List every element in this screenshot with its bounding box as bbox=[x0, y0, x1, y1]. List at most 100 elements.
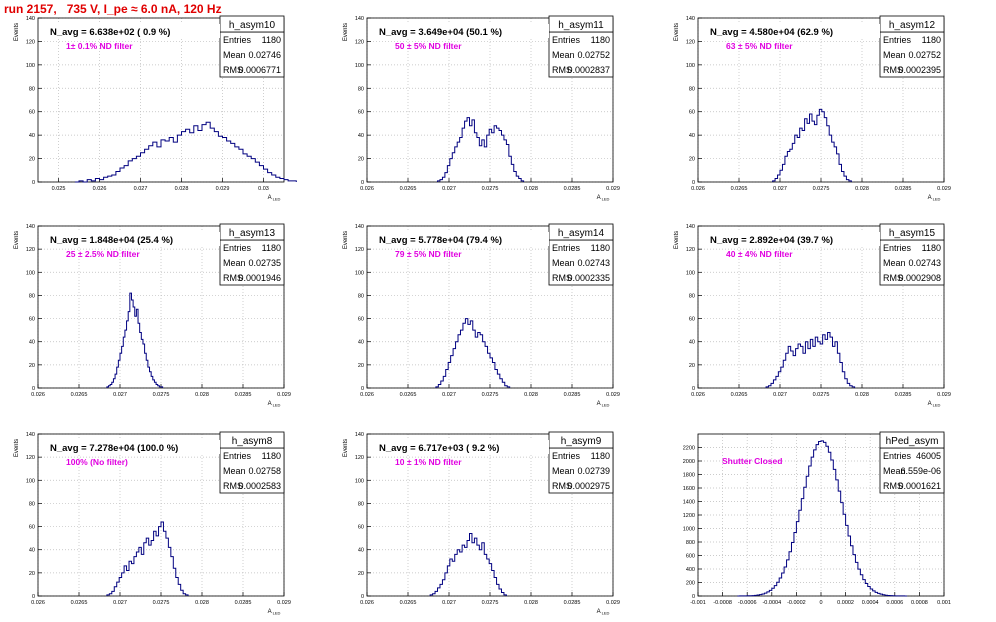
x-tick-label: 0.029 bbox=[937, 392, 951, 398]
y-tick-label: 140 bbox=[355, 432, 364, 438]
histogram-name: h_asym8 bbox=[232, 436, 273, 447]
x-tick-label: 0.0006 bbox=[886, 600, 903, 606]
x-tick-label: 0.029 bbox=[937, 186, 951, 192]
x-tick-label: 0.0285 bbox=[564, 392, 581, 398]
y-tick-label: 0 bbox=[692, 386, 695, 392]
histogram-name: h_asym11 bbox=[558, 20, 604, 31]
navg-box bbox=[375, 440, 549, 454]
histogram-name: h_asym10 bbox=[229, 20, 276, 31]
navg-label: N_avg = 2.892e+04 (39.7 %) bbox=[710, 235, 833, 246]
x-tick-label: 0.027 bbox=[773, 186, 787, 192]
histogram-line bbox=[437, 117, 525, 182]
x-tick-label: 0.0265 bbox=[400, 600, 417, 606]
x-tick-label: 0.0275 bbox=[482, 600, 499, 606]
histogram-line bbox=[106, 292, 164, 388]
stats-label: Entries bbox=[883, 35, 912, 45]
x-tick-label: 0.0004 bbox=[862, 600, 879, 606]
stats-value: 0.0002975 bbox=[567, 481, 610, 491]
y-tick-label: 600 bbox=[686, 554, 695, 560]
stats-value: 0.0002335 bbox=[567, 273, 610, 283]
x-tick-label: 0.027 bbox=[113, 600, 127, 606]
navg-box bbox=[375, 24, 549, 38]
x-tick-label: 0.026 bbox=[360, 600, 374, 606]
stats-label: Entries bbox=[883, 451, 912, 461]
x-tick-label: 0.028 bbox=[195, 392, 209, 398]
histogram-name: h_asym15 bbox=[889, 228, 936, 239]
filter-note: 100% (No filter) bbox=[66, 457, 128, 467]
histogram-h_asym11: 0.026 0.0265 0.027 0.0275 0.028 0.0285 0.029 0 2… bbox=[343, 15, 620, 202]
x-tick-label: 0.028 bbox=[524, 186, 538, 192]
y-tick-label: 100 bbox=[355, 270, 364, 276]
y-tick-label: 140 bbox=[686, 224, 695, 230]
y-tick-label: 1000 bbox=[683, 527, 695, 533]
x-tick-label: 0.028 bbox=[524, 392, 538, 398]
y-tick-label: 120 bbox=[26, 455, 35, 461]
stats-label: RMS bbox=[883, 481, 903, 491]
y-tick-label: 60 bbox=[689, 110, 695, 116]
y-tick-label: 120 bbox=[355, 455, 364, 461]
filter-note: 79 ± 5% ND filter bbox=[395, 249, 462, 259]
x-tick-label: 0.028 bbox=[855, 392, 869, 398]
navg-box bbox=[706, 24, 880, 38]
stats-box bbox=[879, 239, 945, 286]
x-tick-label: 0.0275 bbox=[153, 600, 170, 606]
stats-value: 0.02752 bbox=[577, 50, 610, 60]
y-tick-label: 1400 bbox=[683, 500, 695, 506]
x-tick-label: 0.026 bbox=[360, 186, 374, 192]
histogram-line bbox=[737, 440, 908, 597]
y-tick-label: 40 bbox=[689, 340, 695, 346]
navg-label: N_avg = 7.278e+04 (100.0 %) bbox=[50, 443, 178, 454]
y-tick-label: 40 bbox=[29, 133, 35, 139]
histogram-h_asym15: 0.026 0.0265 0.027 0.0275 0.028 0.0285 0.029 0 2… bbox=[674, 223, 951, 408]
x-tick-label: 0.025 bbox=[52, 186, 66, 192]
x-tick-label: 0.029 bbox=[606, 600, 620, 606]
stats-value: 0.02752 bbox=[908, 50, 941, 60]
navg-label: N_avg = 4.580e+04 (62.9 %) bbox=[710, 27, 833, 38]
navg-box bbox=[46, 24, 220, 38]
y-tick-label: 80 bbox=[689, 86, 695, 92]
histogram-name: h_asym13 bbox=[229, 228, 276, 239]
y-axis-title: Events bbox=[343, 439, 349, 457]
y-axis-title: Events bbox=[343, 23, 349, 41]
x-tick-label: 0.0002 bbox=[837, 600, 854, 606]
filter-note: 40 ± 4% ND filter bbox=[726, 249, 793, 259]
y-tick-label: 80 bbox=[689, 293, 695, 299]
filter-note: 1± 0.1% ND filter bbox=[66, 41, 133, 51]
stats-value: 1180 bbox=[262, 451, 281, 461]
navg-box bbox=[375, 232, 549, 246]
y-axis-title: Events bbox=[674, 23, 680, 41]
y-tick-label: 0 bbox=[692, 180, 695, 186]
histogram-h_asym12: 0.026 0.0265 0.027 0.0275 0.028 0.0285 0.029 0 2… bbox=[674, 15, 951, 202]
stats-label: Entries bbox=[223, 451, 252, 461]
y-tick-label: 0 bbox=[32, 180, 35, 186]
x-tick-label: 0.001 bbox=[937, 600, 951, 606]
y-tick-label: 100 bbox=[26, 63, 35, 69]
stats-value: 6.559e-06 bbox=[900, 466, 941, 476]
y-tick-label: 20 bbox=[689, 363, 695, 369]
y-tick-label: 100 bbox=[686, 270, 695, 276]
stats-value: 0.02743 bbox=[577, 258, 610, 268]
x-tick-label: 0 bbox=[819, 600, 822, 606]
y-tick-label: 60 bbox=[358, 317, 364, 323]
x-axis-title: ALED bbox=[268, 609, 281, 616]
histogram-line bbox=[435, 318, 511, 388]
y-tick-label: 0 bbox=[361, 180, 364, 186]
x-axis-title: ALED bbox=[597, 195, 610, 202]
x-tick-label: 0.029 bbox=[606, 186, 620, 192]
x-tick-label: 0.0285 bbox=[895, 186, 912, 192]
y-tick-label: 140 bbox=[355, 224, 364, 230]
x-tick-label: 0.0275 bbox=[482, 392, 499, 398]
x-tick-label: 0.028 bbox=[524, 600, 538, 606]
y-tick-label: 140 bbox=[686, 16, 695, 22]
x-axis-title: ALED bbox=[597, 609, 610, 616]
stats-label: Mean bbox=[883, 258, 906, 268]
y-tick-label: 2000 bbox=[683, 459, 695, 465]
y-tick-label: 20 bbox=[358, 157, 364, 163]
y-tick-label: 40 bbox=[29, 340, 35, 346]
navg-box bbox=[706, 232, 880, 246]
histogram-h_asym8: 0.026 0.0265 0.027 0.0275 0.028 0.0285 0.029 0 2… bbox=[14, 431, 291, 616]
stats-label: Entries bbox=[552, 243, 581, 253]
histogram-line bbox=[765, 331, 856, 388]
y-tick-label: 1600 bbox=[683, 486, 695, 492]
filter-note: Shutter Closed bbox=[722, 456, 782, 466]
